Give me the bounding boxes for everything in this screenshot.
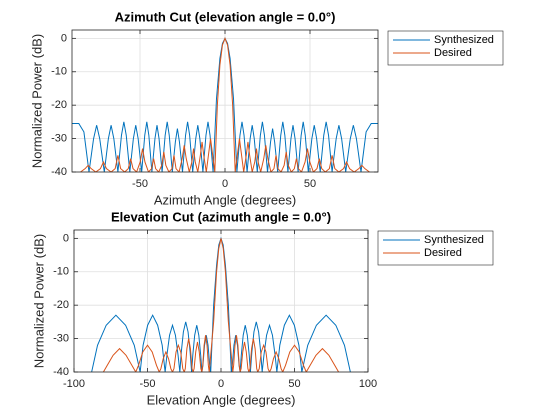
y-tick-label: -30 xyxy=(51,132,67,144)
y-axis-label: Normalized Power (dB) xyxy=(31,234,46,368)
y-tick-label: -20 xyxy=(51,99,67,111)
chart-title: Elevation Cut (azimuth angle = 0.0°) xyxy=(111,209,331,224)
data-line xyxy=(80,36,370,172)
y-tick-label: -10 xyxy=(51,66,67,78)
legend-label: Desired xyxy=(434,47,472,59)
x-tick-label: 100 xyxy=(359,378,377,390)
x-tick-label: -100 xyxy=(63,378,85,390)
x-tick-label: 0 xyxy=(218,378,224,390)
axes-box xyxy=(71,29,379,173)
legend-label: Synthesized xyxy=(424,234,484,246)
x-tick-label: 50 xyxy=(288,378,300,390)
x-tick-label: -50 xyxy=(140,378,156,390)
legend-label: Synthesized xyxy=(434,34,494,46)
y-tick-label: 0 xyxy=(61,32,67,44)
y-tick-label: -40 xyxy=(53,366,69,378)
y-tick-label: -20 xyxy=(53,299,69,311)
x-axis-label: Elevation Angle (degrees) xyxy=(147,392,296,407)
y-tick-label: -30 xyxy=(53,332,69,344)
y-tick-label: 0 xyxy=(63,232,69,244)
x-tick-label: -50 xyxy=(132,178,148,190)
data-line xyxy=(102,238,340,372)
y-tick-label: -10 xyxy=(53,266,69,278)
x-axis-label: Azimuth Angle (degrees) xyxy=(154,192,296,207)
legend-box xyxy=(377,230,494,266)
axes-box xyxy=(73,229,369,373)
y-axis-label: Normalized Power (dB) xyxy=(29,34,44,168)
x-tick-label: 0 xyxy=(222,178,228,190)
x-tick-label: 50 xyxy=(304,178,316,190)
legend-label: Desired xyxy=(424,247,462,259)
chart-title: Azimuth Cut (elevation angle = 0.0°) xyxy=(115,9,336,24)
y-tick-label: -40 xyxy=(51,166,67,178)
legend-box xyxy=(387,30,504,66)
